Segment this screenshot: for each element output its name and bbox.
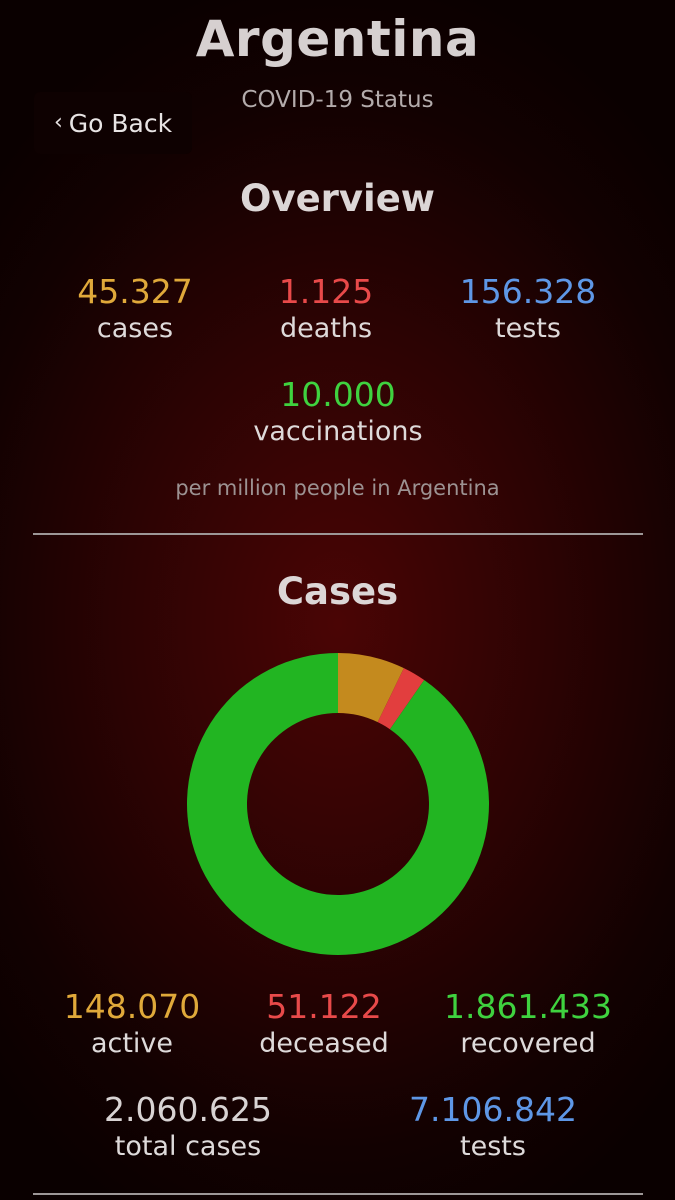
stat-value: 10.000: [280, 375, 396, 414]
stat-label: tests: [495, 313, 561, 344]
donut-slice-active: [338, 653, 404, 723]
overview-deaths-stat: 1.125 deaths: [226, 272, 426, 346]
donut-slice-deceased: [377, 668, 425, 730]
cases-deceased-stat: 51.122 deceased: [224, 987, 424, 1061]
stat-label: recovered: [460, 1028, 596, 1059]
overview-vaccinations-stat: 10.000 vaccinations: [238, 375, 438, 449]
stat-value: 2.060.625: [104, 1090, 272, 1129]
stat-label: total cases: [114, 1131, 262, 1162]
cases-recovered-stat: 1.861.433 recovered: [428, 987, 628, 1061]
overview-heading: Overview: [240, 177, 435, 220]
cases-heading: Cases: [276, 570, 399, 613]
stat-value: 1.125: [278, 272, 374, 311]
stat-label: deaths: [279, 313, 373, 344]
cases-tests-stat: 7.106.842 tests: [393, 1090, 593, 1164]
stat-value: 7.106.842: [409, 1090, 577, 1129]
go-back-button[interactable]: ‹ Go Back: [34, 92, 192, 154]
overview-tests-stat: 156.328 tests: [428, 272, 628, 346]
overview-cases-stat: 45.327 cases: [35, 272, 235, 346]
stat-label: cases: [96, 313, 174, 344]
stat-value: 156.328: [459, 272, 597, 311]
stat-label: tests: [460, 1131, 526, 1162]
stat-value: 1.861.433: [444, 987, 612, 1026]
stat-label: vaccinations: [253, 416, 423, 447]
chevron-left-icon: ‹: [53, 109, 63, 135]
stat-value: 45.327: [77, 272, 193, 311]
page-subtitle: COVID-19 Status: [241, 87, 434, 113]
country-title: Argentina: [195, 10, 480, 68]
donut-slice-recovered: [187, 653, 489, 955]
per-million-note: per million people in Argentina: [175, 476, 500, 500]
go-back-label: Go Back: [68, 108, 173, 138]
stat-label: active: [90, 1028, 174, 1059]
cases-total-stat: 2.060.625 total cases: [88, 1090, 288, 1164]
stat-value: 148.070: [63, 987, 201, 1026]
stat-value: 51.122: [266, 987, 382, 1026]
cases-donut-chart: [187, 653, 489, 955]
donut-svg: [187, 653, 489, 955]
cases-active-stat: 148.070 active: [32, 987, 232, 1061]
section-divider: [33, 533, 643, 535]
bottom-divider: [33, 1193, 643, 1195]
stat-label: deceased: [259, 1028, 389, 1059]
